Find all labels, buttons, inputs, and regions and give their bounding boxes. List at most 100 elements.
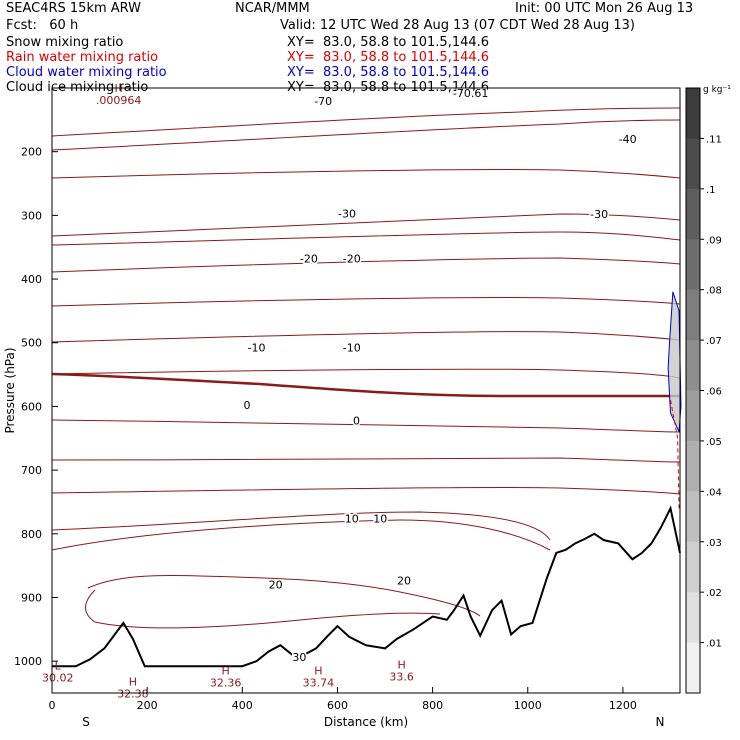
- y-tick-label: 600: [21, 400, 42, 413]
- y-tick-label: 700: [21, 464, 42, 477]
- terrain-line: [52, 505, 681, 668]
- colorbar-segment: [686, 592, 700, 644]
- y-tick-label: 900: [21, 591, 42, 604]
- colorbar-tick-label: .06: [706, 387, 722, 398]
- y-tick-label: 1000: [14, 655, 42, 668]
- isotherm-line: [51, 119, 681, 151]
- x-tick-label: 800: [422, 699, 443, 712]
- field-rain-label: Rain water mixing ratio: [6, 50, 159, 65]
- x-tick-label: 400: [232, 699, 253, 712]
- isotherm-line: [51, 419, 681, 433]
- colorbar-tick-label: .01: [706, 639, 722, 650]
- contour-label: 0: [353, 414, 360, 427]
- isotherm-line: [51, 331, 681, 343]
- isotherm-line: [51, 519, 551, 551]
- colorbar-unit: g kg⁻¹: [703, 85, 731, 95]
- extremum-marker: H: [129, 675, 137, 688]
- extremum-value: 33.6: [389, 670, 414, 683]
- endpoint-left-label: S: [82, 715, 90, 729]
- isotherm-line: [87, 575, 481, 617]
- colorbar-segment: [686, 289, 700, 341]
- y-tick-label: 400: [21, 273, 42, 286]
- colorbar-segment: [686, 642, 700, 694]
- colorbar-tick-label: .05: [706, 437, 722, 448]
- rain-water-contour: [669, 399, 680, 509]
- init-time: Init: 00 UTC Mon 26 Aug 13: [515, 1, 694, 16]
- model-name: SEAC4RS 15km ARW: [6, 1, 142, 16]
- x-tick-label: 1200: [609, 699, 637, 712]
- contour-label: -20: [300, 252, 318, 265]
- colorbar-tick-label: .1: [706, 185, 716, 196]
- isotherm-line: [51, 486, 681, 495]
- isotherm-line: [51, 168, 681, 179]
- colorbar-tick-label: .08: [706, 286, 722, 297]
- valid-time: Valid: 12 UTC Wed 28 Aug 13 (07 CDT Wed …: [280, 18, 635, 33]
- contour-label: -30: [338, 207, 356, 220]
- plot-frame: [51, 87, 681, 694]
- y-tick-label: 200: [21, 146, 42, 159]
- extremum-marker: H: [398, 658, 406, 671]
- colorbar-tick-label: .09: [706, 235, 722, 246]
- colorbar-segment: [686, 88, 700, 139]
- isotherm-line: [51, 231, 681, 246]
- colorbar-segment: [686, 188, 700, 240]
- colorbar-segment: [686, 340, 700, 391]
- isotherm-line: [85, 589, 441, 629]
- cloud-ice-shading: [668, 291, 681, 432]
- y-tick-label: 500: [21, 337, 42, 350]
- extremum-marker: H: [222, 665, 230, 678]
- colorbar-tick-label: .07: [706, 336, 722, 347]
- colorbar-segment: [686, 138, 700, 190]
- isotherm-line: [51, 296, 681, 307]
- colorbar-tick-label: .02: [706, 588, 722, 599]
- y-tick-label: 800: [21, 528, 42, 541]
- isotherm-line: [51, 257, 681, 273]
- extremum-value: 33.74: [303, 677, 335, 690]
- isotherm-line: [51, 368, 681, 379]
- x-tick-label: 0: [49, 699, 56, 712]
- colorbar-segment: [686, 390, 700, 442]
- contour-label: 20: [397, 575, 411, 588]
- field-rain-xy: XY= 83.0, 58.8 to 101.5,144.6: [287, 50, 490, 65]
- colorbar-tick-label: .11: [706, 134, 722, 145]
- freezing-level-line: [51, 372, 680, 398]
- isotherm-lines: [51, 107, 681, 629]
- field-cloud-water-label: Cloud water mixing ratio: [6, 65, 167, 80]
- contour-label: 0: [244, 399, 251, 412]
- colorbar-segment: [686, 239, 700, 291]
- contour-label: 20: [269, 579, 283, 592]
- contour-label: -20: [343, 252, 361, 265]
- y-tick-label: 300: [21, 209, 42, 222]
- isotherm-line: [51, 457, 681, 463]
- colorbar-tick-label: .04: [706, 487, 722, 498]
- contour-label: -70: [314, 95, 332, 108]
- field-snow-xy: XY= 83.0, 58.8 to 101.5,144.6: [287, 35, 490, 50]
- endpoint-right-label: N: [656, 715, 665, 729]
- contour-label: 10: [373, 512, 387, 525]
- contour-label: 10: [345, 512, 359, 525]
- contour-label: -10: [343, 342, 361, 355]
- x-tick-label: 600: [327, 699, 348, 712]
- contour-label: -10: [248, 342, 266, 355]
- y-axis-label: Pressure (hPa): [3, 347, 17, 433]
- extremum-value: 30.02: [42, 672, 74, 685]
- colorbar-tick-label: .03: [706, 538, 722, 549]
- organization: NCAR/MMM: [235, 1, 310, 16]
- contour-label: -40: [619, 133, 637, 146]
- colorbar-segment: [686, 541, 700, 593]
- forecast-hour: Fcst: 60 h: [6, 18, 79, 33]
- colorbar-segment: [686, 440, 700, 492]
- x-tick-label: 1000: [514, 699, 542, 712]
- colorbar: .11 .1 .09 .08 .07 .06 .05 .04 .03 .02 .01 g kg⁻¹: [685, 85, 731, 694]
- isotherm-line: [51, 511, 551, 541]
- x-tick-label: 200: [137, 699, 158, 712]
- contour-label: -70.61: [453, 87, 488, 100]
- field-snow-label: Snow mixing ratio: [6, 35, 124, 50]
- x-axis-label: Distance (km): [324, 715, 408, 729]
- isotherm-line: [51, 107, 681, 137]
- contour-label: 30: [292, 651, 306, 664]
- extremum-value: .000964: [96, 94, 142, 107]
- extremum-marker: L: [55, 660, 62, 673]
